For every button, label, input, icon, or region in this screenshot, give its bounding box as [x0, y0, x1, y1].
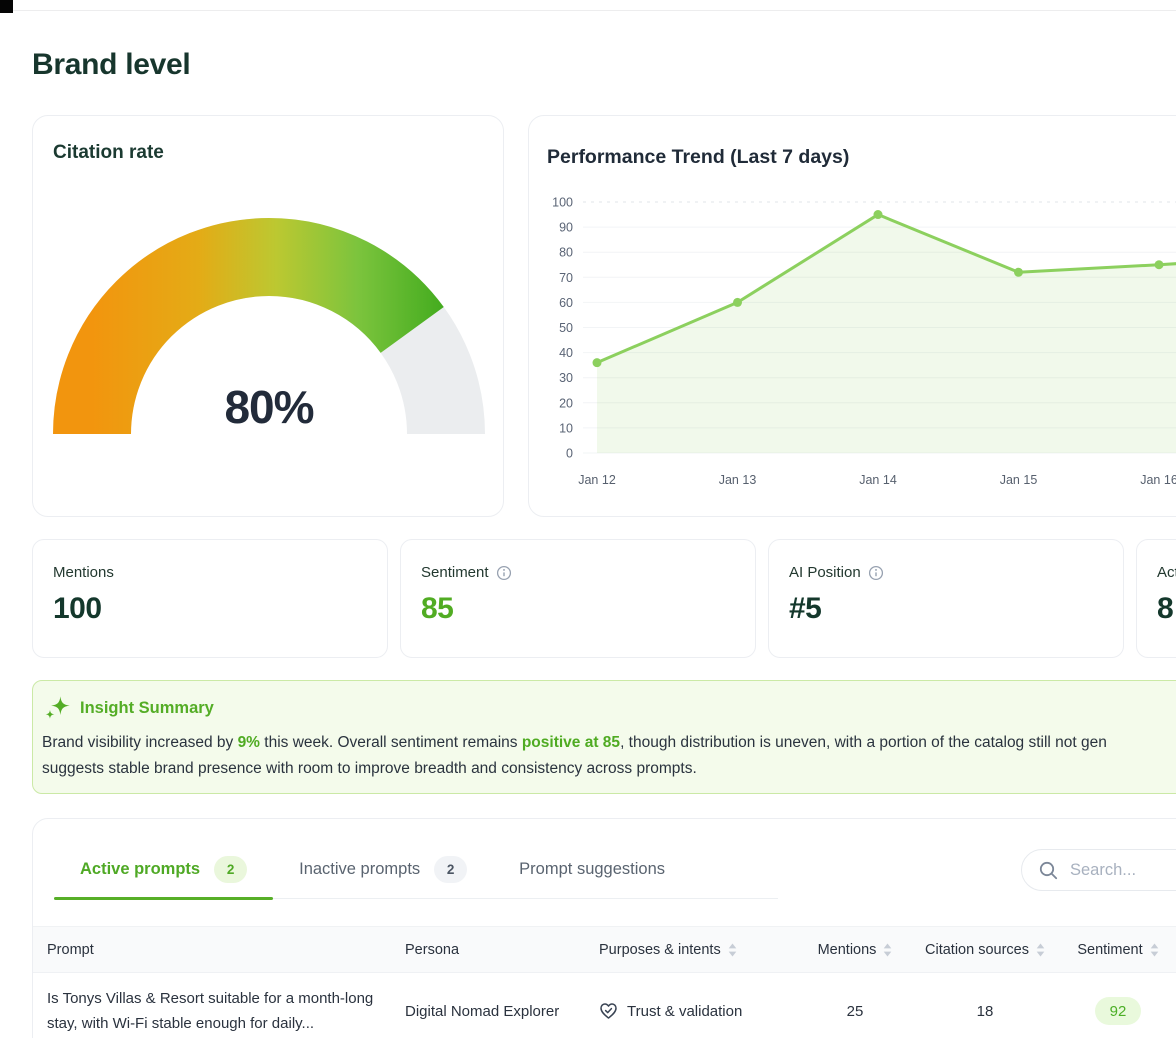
metric-label: Sentiment — [421, 564, 735, 581]
performance-trend-card: Performance Trend (Last 7 days) 0 10 20 30 4… — [528, 115, 1176, 517]
tab-count-badge: 2 — [434, 856, 468, 883]
heart-check-icon — [600, 1003, 617, 1019]
metric-value-sentiment: 85 — [421, 592, 454, 625]
tab-prompt-suggestions[interactable]: Prompt suggestions — [493, 841, 691, 898]
svg-text:Jan 14: Jan 14 — [859, 473, 897, 487]
sort-icon[interactable] — [883, 943, 892, 957]
column-header-citation-sources[interactable]: Citation sources — [911, 942, 1059, 958]
window-corner — [0, 0, 13, 13]
window-top-bar — [13, 0, 1176, 11]
sort-icon[interactable] — [1150, 943, 1159, 957]
svg-text:30: 30 — [559, 371, 573, 385]
metric-label: Mentions — [53, 564, 114, 581]
performance-trend-chart: 0 10 20 30 40 50 60 70 80 90 100 Jan 12 Jan 13 Jan 14… — [552, 196, 1176, 487]
search-input[interactable] — [1070, 860, 1176, 880]
metric-card-ai-position: AI Position #5 — [768, 539, 1124, 658]
svg-text:Jan 12: Jan 12 — [578, 473, 616, 487]
svg-text:20: 20 — [559, 396, 573, 410]
svg-text:10: 10 — [559, 421, 573, 435]
cell-citation-sources: 18 — [976, 1002, 994, 1020]
column-header-sentiment[interactable]: Sentiment — [1059, 942, 1176, 958]
metric-label: AI Position — [789, 564, 1103, 581]
prompts-table: Prompt Persona Purposes & intents Mentio… — [33, 926, 1176, 1038]
insight-summary-title: Insight Summary — [80, 698, 214, 717]
svg-text:100: 100 — [552, 196, 573, 210]
sentiment-badge: 92 — [1095, 997, 1141, 1025]
column-header-prompt[interactable]: Prompt — [47, 941, 94, 958]
search-icon — [1039, 861, 1058, 879]
cell-purpose: Trust & validation — [599, 1002, 799, 1020]
cell-persona: Digital Nomad Explorer — [405, 1002, 560, 1020]
page-title: Brand level — [32, 48, 191, 81]
sparkles-icon — [45, 696, 70, 719]
cell-sentiment: 92 — [1059, 997, 1176, 1025]
tab-label: Inactive prompts — [299, 860, 421, 878]
sort-icon[interactable] — [728, 943, 737, 957]
svg-text:90: 90 — [559, 221, 573, 235]
column-header-persona[interactable]: Persona — [405, 941, 460, 958]
cell-mentions: 25 — [846, 1002, 864, 1020]
insight-text-line2: suggests stable brand presence with room… — [42, 760, 697, 777]
svg-text:Jan 15: Jan 15 — [1000, 473, 1038, 487]
insight-text-line1: Brand visibility increased by 9% this we… — [42, 734, 1107, 751]
metric-value-ai-position: #5 — [789, 592, 822, 625]
tab-inactive-prompts[interactable]: Inactive prompts 2 — [273, 841, 493, 898]
citation-rate-title: Citation rate — [53, 142, 164, 163]
sort-icon[interactable] — [1036, 943, 1045, 957]
svg-text:40: 40 — [559, 346, 573, 360]
gauge-arc — [53, 218, 485, 435]
column-header-mentions[interactable]: Mentions — [799, 942, 911, 958]
info-icon[interactable] — [868, 565, 884, 581]
cell-prompt: Is Tonys Villas & Resort suitable for a … — [47, 990, 374, 1032]
svg-text:60: 60 — [559, 296, 573, 310]
svg-text:0: 0 — [566, 447, 573, 461]
metric-value-clipped: 8 — [1157, 592, 1174, 625]
svg-text:Jan 13: Jan 13 — [719, 473, 757, 487]
metric-card-clipped: Act 8 — [1136, 539, 1176, 658]
tab-label: Active prompts — [80, 860, 201, 878]
metric-card-sentiment: Sentiment 85 — [400, 539, 756, 658]
metric-label: Act — [1157, 564, 1176, 581]
performance-trend-title: Performance Trend (Last 7 days) — [547, 146, 850, 168]
info-icon[interactable] — [496, 565, 512, 581]
citation-rate-gauge: 80% — [53, 216, 485, 442]
metric-value-mentions: 100 — [53, 592, 102, 625]
citation-rate-value: 80% — [224, 381, 314, 433]
tab-active-prompts[interactable]: Active prompts 2 — [54, 841, 274, 900]
search-box[interactable] — [1021, 849, 1176, 891]
active-tab-underline — [54, 897, 274, 900]
table-row[interactable]: Is Tonys Villas & Resort suitable for a … — [33, 973, 1176, 1038]
metric-card-mentions: Mentions 100 — [32, 539, 388, 658]
svg-text:Jan 16: Jan 16 — [1140, 473, 1176, 487]
prompts-tabs: Active prompts 2 Inactive prompts 2 Prom… — [54, 841, 778, 900]
insight-summary: Insight Summary Brand visibility increas… — [32, 680, 1176, 794]
tab-label: Prompt suggestions — [519, 860, 665, 878]
column-header-purposes[interactable]: Purposes & intents — [599, 942, 799, 958]
tab-count-badge: 2 — [214, 856, 248, 883]
citation-rate-card: Citation rate 80% — [32, 115, 504, 517]
svg-text:50: 50 — [559, 321, 573, 335]
svg-text:80: 80 — [559, 246, 573, 260]
svg-text:70: 70 — [559, 271, 573, 285]
insight-summary-header: Insight Summary — [44, 695, 1176, 721]
prompts-panel: Active prompts 2 Inactive prompts 2 Prom… — [32, 818, 1176, 1038]
table-header-row: Prompt Persona Purposes & intents Mentio… — [33, 926, 1176, 973]
